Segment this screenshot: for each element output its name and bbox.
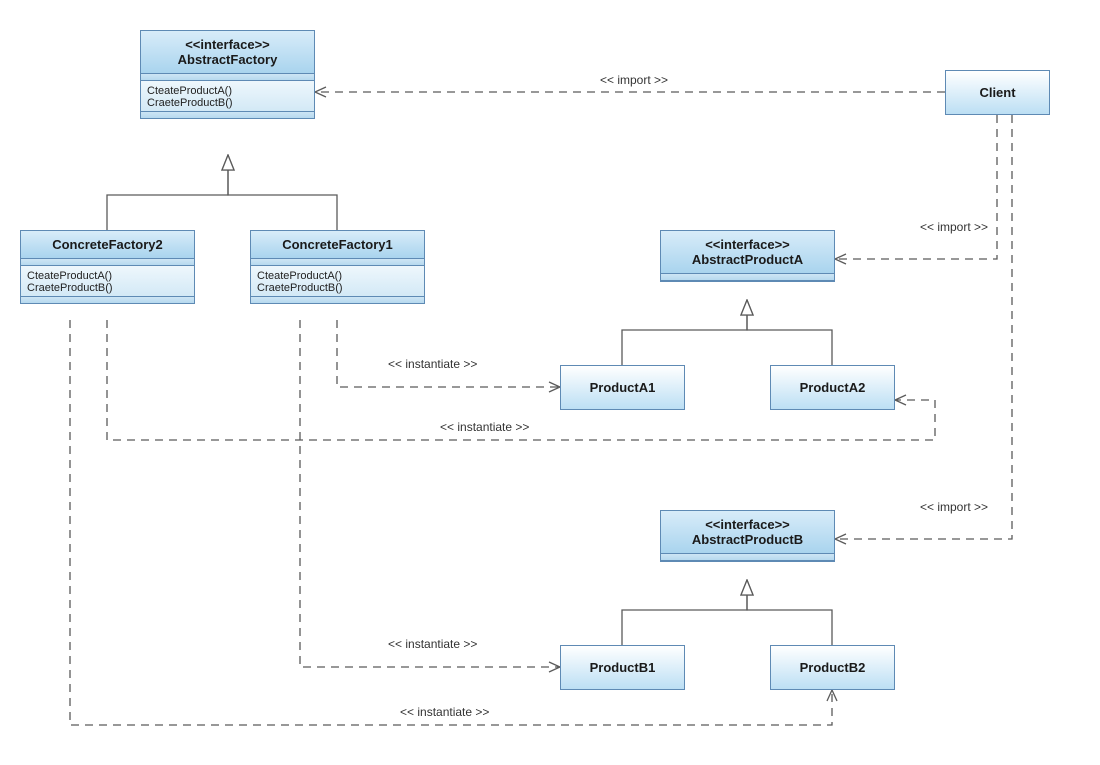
- class-product-b1: ProductB1: [560, 645, 685, 690]
- edge-e3: [228, 155, 337, 230]
- class-header: <<interface>> AbstractProductA: [661, 231, 834, 273]
- edge-e2: [107, 155, 228, 230]
- class-header: <<interface>> AbstractProductB: [661, 511, 834, 553]
- class-name: AbstractFactory: [178, 52, 278, 67]
- class-concrete-factory-2: ConcreteFactory2 CteateProductA() Craete…: [20, 230, 195, 304]
- class-name: ConcreteFactory1: [282, 237, 393, 252]
- operation: CraeteProductB(): [27, 282, 188, 294]
- class-attr-compartment: [661, 273, 834, 281]
- edge-e6: [747, 300, 832, 365]
- edge-label: << import >>: [920, 220, 988, 234]
- edge-e11: [747, 580, 832, 645]
- class-name: AbstractProductA: [692, 252, 803, 267]
- operation: CteateProductA(): [147, 85, 308, 97]
- class-header: ConcreteFactory1: [251, 231, 424, 259]
- edge-e10: [622, 580, 747, 645]
- class-ops-compartment: CteateProductA() CraeteProductB(): [141, 81, 314, 111]
- edge-e7: [337, 320, 560, 387]
- stereotype-label: <<interface>>: [145, 37, 310, 52]
- class-abstract-product-a: <<interface>> AbstractProductA: [660, 230, 835, 282]
- class-foot: [21, 296, 194, 303]
- class-name: ProductA1: [590, 380, 656, 395]
- class-attr-compartment: [21, 259, 194, 266]
- operation: CraeteProductB(): [147, 97, 308, 109]
- class-attr-compartment: [141, 74, 314, 81]
- class-abstract-factory: <<interface>> AbstractFactory CteateProd…: [140, 30, 315, 119]
- stereotype-label: <<interface>>: [665, 237, 830, 252]
- class-attr-compartment: [251, 259, 424, 266]
- class-header: <<interface>> AbstractFactory: [141, 31, 314, 74]
- class-ops-compartment: CteateProductA() CraeteProductB(): [21, 266, 194, 296]
- class-ops-compartment: CteateProductA() CraeteProductB(): [251, 266, 424, 296]
- class-product-a1: ProductA1: [560, 365, 685, 410]
- stereotype-label: <<interface>>: [665, 517, 830, 532]
- class-foot: [141, 111, 314, 118]
- class-product-a2: ProductA2: [770, 365, 895, 410]
- class-client: Client: [945, 70, 1050, 115]
- edge-e5: [622, 300, 747, 365]
- class-concrete-factory-1: ConcreteFactory1 CteateProductA() Craete…: [250, 230, 425, 304]
- class-name: ProductB2: [800, 660, 866, 675]
- operation: CraeteProductB(): [257, 282, 418, 294]
- edge-e9: [835, 115, 1012, 539]
- class-header: ConcreteFactory2: [21, 231, 194, 259]
- edge-e12: [300, 320, 560, 667]
- class-attr-compartment: [661, 553, 834, 561]
- edge-label: << instantiate >>: [400, 705, 489, 719]
- operation: CteateProductA(): [27, 270, 188, 282]
- class-product-b2: ProductB2: [770, 645, 895, 690]
- edge-label: << import >>: [600, 73, 668, 87]
- edge-label: << instantiate >>: [388, 637, 477, 651]
- edge-label: << import >>: [920, 500, 988, 514]
- edge-label: << instantiate >>: [440, 420, 529, 434]
- edge-label: << instantiate >>: [388, 357, 477, 371]
- operation: CteateProductA(): [257, 270, 418, 282]
- edge-e4: [835, 115, 997, 259]
- class-name: AbstractProductB: [692, 532, 803, 547]
- class-name: ProductA2: [800, 380, 866, 395]
- class-name: ProductB1: [590, 660, 656, 675]
- class-foot: [251, 296, 424, 303]
- class-name: ConcreteFactory2: [52, 237, 163, 252]
- class-abstract-product-b: <<interface>> AbstractProductB: [660, 510, 835, 562]
- class-name: Client: [979, 85, 1015, 100]
